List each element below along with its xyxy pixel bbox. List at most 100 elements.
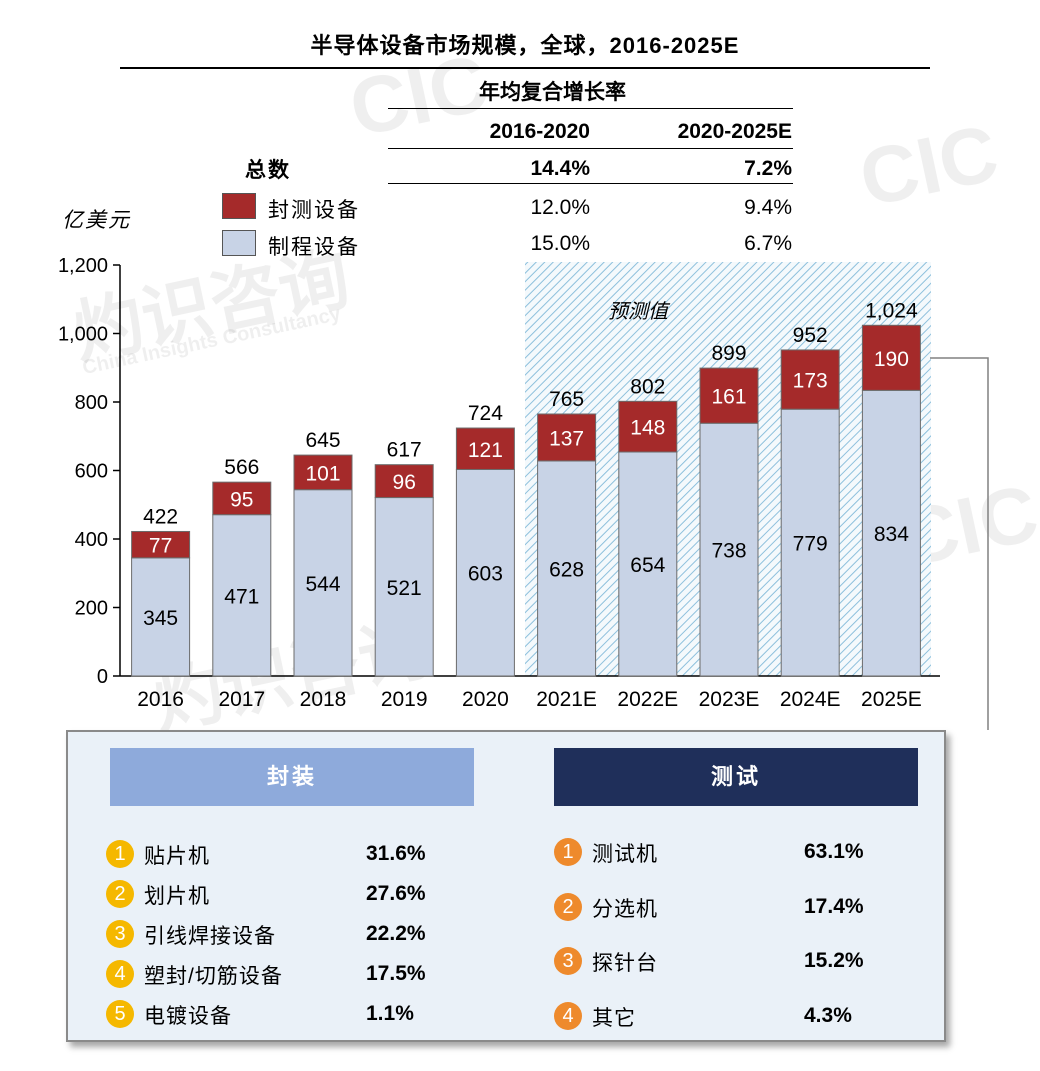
y-tick-label: 0: [97, 666, 108, 688]
x-tick-label: 2024E: [780, 688, 841, 711]
packaging-item-label: 引线焊接设备: [144, 925, 276, 948]
x-tick-label: 2021E: [536, 688, 597, 711]
data-label-process: 471: [224, 585, 259, 608]
process-cagr-2: 6.7%: [744, 232, 792, 255]
data-label-total: 1,024: [865, 299, 918, 322]
bar-process: [212, 514, 272, 677]
y-axis-unit: 亿美元: [62, 209, 131, 232]
y-tick-label: 1,000: [58, 324, 108, 346]
x-tick-label: 2019: [381, 688, 428, 711]
bar-process: [618, 451, 678, 677]
bar-test: [212, 481, 272, 516]
packaging-item-value: 17.5%: [366, 962, 426, 985]
cagr-header: 年均复合增长率: [479, 81, 626, 104]
data-label-total: 617: [387, 439, 422, 462]
number-badge: 4: [554, 1002, 582, 1030]
bar-test: [131, 530, 191, 559]
legend-swatch-test: [222, 193, 256, 219]
testing-item-value: 17.4%: [804, 895, 864, 918]
legend-swatch-process: [222, 230, 256, 256]
testing-item-label: 测试机: [592, 843, 658, 866]
packaging-item-value: 22.2%: [366, 922, 426, 945]
testing-item-value: 4.3%: [804, 1004, 852, 1027]
total-cagr-1: 14.4%: [530, 157, 590, 180]
data-label-total: 765: [549, 388, 584, 411]
title-rule: [120, 67, 930, 69]
cagr-header-rule: [388, 108, 793, 109]
bar-process: [374, 497, 434, 677]
number-badge: 5: [106, 1000, 134, 1028]
number-badge: 1: [554, 838, 582, 866]
data-label-total: 899: [711, 342, 746, 365]
bar-process: [699, 422, 759, 677]
testing-item-label: 其它: [592, 1007, 636, 1030]
testing-item-value: 15.2%: [804, 949, 864, 972]
x-tick-label: 2018: [300, 688, 347, 711]
bar-test: [455, 427, 515, 470]
data-label-process: 603: [468, 563, 503, 586]
cagr-period-1: 2016-2020: [489, 120, 590, 143]
data-label-total: 566: [224, 456, 259, 479]
data-label-process: 779: [793, 533, 828, 556]
connector-arrow: [930, 357, 989, 730]
data-label-process: 345: [143, 607, 178, 630]
bar-test: [618, 400, 678, 453]
total-cagr-2: 7.2%: [744, 157, 792, 180]
packaging-item-label: 贴片机: [144, 845, 210, 868]
data-label-process: 628: [549, 558, 584, 581]
data-label-total: 952: [793, 324, 828, 347]
packaging-item-value: 27.6%: [366, 882, 426, 905]
data-label-test: 173: [793, 370, 828, 393]
x-tick-label: 2020: [462, 688, 509, 711]
data-label-test: 161: [711, 386, 746, 409]
bar-test: [780, 349, 840, 410]
packaging-item-label: 塑封/切筋设备: [144, 965, 283, 988]
x-tick-label: 2017: [218, 688, 265, 711]
bar-process: [293, 489, 353, 677]
packaging-header: 封装: [110, 748, 474, 806]
test-cagr-2: 9.4%: [744, 196, 792, 219]
data-label-test: 96: [393, 471, 416, 494]
bar-test: [374, 464, 434, 499]
data-label-total: 645: [305, 429, 340, 452]
data-label-process: 544: [305, 573, 340, 596]
bar-process: [861, 389, 921, 677]
chart-title: 半导体设备市场规模，全球，2016-2025E: [310, 33, 740, 58]
number-badge: 3: [106, 920, 134, 948]
equipment-breakdown-box: 封装 测试 1 贴片机 31.6% 2 划片机 27.6% 3 引线焊接设备 2…: [66, 730, 946, 1042]
data-label-test: 148: [630, 417, 665, 440]
data-label-process: 654: [630, 554, 665, 577]
data-label-test: 190: [874, 348, 909, 371]
forecast-label: 预测值: [608, 299, 671, 323]
cagr-total-rule: [388, 183, 793, 184]
data-label-test: 101: [305, 462, 340, 485]
data-label-test: 121: [468, 439, 503, 462]
testing-item-value: 63.1%: [804, 840, 864, 863]
bar-test: [699, 367, 759, 424]
y-tick-label: 400: [75, 529, 108, 551]
bar-test: [861, 324, 921, 391]
legend-label-test: 封测设备: [268, 199, 360, 222]
cagr-period-2: 2020-2025E: [677, 120, 792, 143]
data-label-test: 95: [230, 488, 253, 511]
data-label-total: 422: [143, 505, 178, 528]
number-badge: 2: [106, 880, 134, 908]
data-label-total: 724: [468, 402, 503, 425]
y-tick-label: 600: [75, 461, 108, 483]
data-label-process: 521: [387, 577, 422, 600]
y-tick-label: 800: [75, 392, 108, 414]
data-label-test: 77: [149, 535, 172, 558]
packaging-item-value: 31.6%: [366, 842, 426, 865]
data-label-test: 137: [549, 427, 584, 450]
bar-process: [455, 468, 515, 677]
packaging-item-label: 划片机: [144, 885, 210, 908]
data-label-total: 802: [630, 375, 665, 398]
x-tick-label: 2022E: [617, 688, 678, 711]
number-badge: 1: [106, 840, 134, 868]
bar-test: [537, 413, 597, 462]
testing-item-label: 探针台: [592, 952, 658, 975]
x-tick-label: 2016: [137, 688, 184, 711]
x-tick-label: 2023E: [699, 688, 760, 711]
bar-test: [293, 454, 353, 491]
x-tick-label: 2025E: [861, 688, 922, 711]
